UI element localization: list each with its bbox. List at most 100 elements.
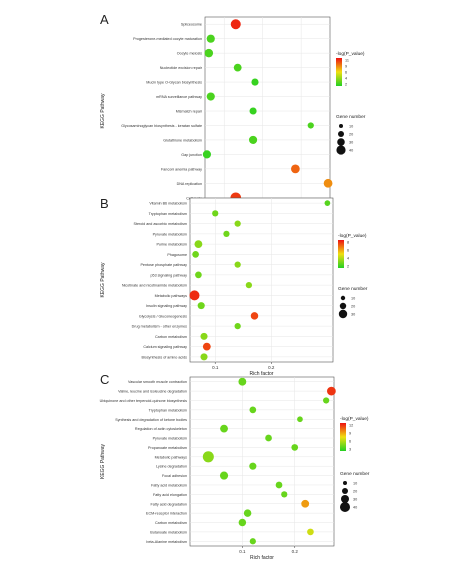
color-bar-tick-label: 6 — [347, 249, 349, 253]
data-point — [234, 261, 241, 268]
data-point — [234, 323, 241, 330]
data-point — [250, 312, 259, 320]
data-point — [249, 538, 256, 545]
color-bar-tick-label: 2 — [345, 83, 347, 87]
size-legend-label: 40 — [349, 149, 353, 153]
color-bar-tick-label: 9 — [345, 65, 347, 69]
data-point — [202, 451, 214, 463]
pathway-label: p53 signaling pathway — [151, 273, 188, 277]
data-point — [234, 220, 241, 227]
data-point — [223, 230, 230, 237]
size-legend-label: 30 — [351, 313, 355, 317]
pathway-label: Steroid and ascorbic metabolism — [134, 222, 188, 226]
color-bar-tick-label: 12 — [349, 424, 353, 428]
pathway-label: Pentose phosphate pathway — [140, 263, 187, 267]
panel-b: B 0.1 0.2 Vitamin B6 metabolism Tryptophan m… — [100, 196, 368, 377]
size-legend-label: 10 — [353, 482, 357, 486]
panel-a: A0.40.60.8SpliceosomeProgesterone-mediat… — [100, 12, 366, 220]
data-point — [212, 210, 219, 217]
panel-letter: A — [100, 12, 109, 27]
data-point — [323, 178, 333, 188]
panel-letter: B — [100, 196, 109, 211]
data-point — [194, 240, 203, 249]
pathway-label: Biosynthesis of amino acids — [141, 355, 187, 359]
pathway-label: Nicotinate and nicotinamide metabolism — [122, 284, 187, 288]
color-bar-tick-label: 11 — [345, 59, 349, 63]
data-point — [197, 302, 205, 310]
data-point — [301, 499, 310, 508]
x-axis-label: Rich factor — [250, 371, 274, 377]
pathway-label: mRNA surveillance pathway — [156, 95, 202, 99]
color-bar-tick-label: 4 — [345, 77, 347, 81]
pathway-label: Focal adhesion — [162, 474, 187, 478]
pathway-label: Spliceosome — [181, 23, 202, 27]
size-legend-label: 40 — [353, 506, 357, 510]
size-legend-title: Gene number — [340, 471, 370, 477]
size-legend-dot — [339, 124, 343, 128]
color-legend-title: -log(P_value) — [336, 51, 365, 57]
data-point — [251, 78, 259, 86]
size-legend-dot — [338, 309, 348, 319]
size-legend-dot — [340, 502, 350, 512]
pathway-label: Pyruvate metabolism — [153, 232, 187, 236]
size-legend-dot — [341, 495, 349, 503]
size-legend-dot — [343, 481, 347, 485]
x-axis-label: Rich factor — [250, 555, 274, 561]
data-point — [291, 444, 299, 451]
x-tick-label: 0.1 — [239, 549, 246, 554]
data-point — [275, 481, 283, 489]
data-point — [307, 122, 314, 129]
data-point — [238, 377, 247, 386]
data-point — [307, 528, 314, 536]
color-bar-tick-label: 8 — [347, 241, 349, 245]
data-point — [243, 509, 252, 517]
pathway-label: Fatty acid metabolism — [151, 483, 187, 487]
color-bar-tick-label: 4 — [347, 257, 349, 261]
size-legend-dot — [340, 295, 346, 301]
data-point — [206, 34, 215, 43]
data-point — [200, 332, 208, 340]
data-point — [189, 290, 200, 301]
pathway-label: Carbon metabolism — [155, 335, 187, 339]
data-point — [219, 471, 229, 480]
pathway-label: DNA replication — [177, 182, 202, 186]
x-tick-label: 0.2 — [292, 549, 299, 554]
pathway-label: Oocyte meiosis — [177, 52, 202, 56]
pathway-label: Drug metabolism - other enzymes — [132, 325, 187, 329]
pathway-label: Regulation of actin cytoskeleton — [135, 427, 187, 431]
plot-frame — [189, 376, 335, 547]
pathway-label: Vitamin B6 metabolism — [149, 202, 187, 206]
y-axis-label: KEGG Pathway — [100, 443, 106, 479]
size-legend-title: Gene number — [338, 286, 368, 292]
x-tick-label: 0.1 — [212, 365, 219, 370]
data-point — [230, 19, 241, 30]
pathway-label: Butanoate metabolism — [150, 530, 187, 534]
pathway-label: Pyruvate metabolism — [153, 437, 187, 441]
color-bar-tick-label: 2 — [347, 265, 349, 269]
size-legend-label: 20 — [351, 305, 355, 309]
data-point — [324, 200, 331, 206]
pathway-label: Phagosome — [167, 253, 187, 257]
pathway-label: Metabolic pathways — [155, 455, 188, 459]
data-point — [249, 406, 257, 414]
y-axis-label: KEGG Pathway — [100, 262, 106, 298]
pathway-label: Synthesis and degradation of ketone bodi… — [115, 418, 187, 422]
color-bar-tick-label: 3 — [349, 448, 351, 452]
pathway-label: Insulin signaling pathway — [146, 304, 187, 308]
data-point — [327, 386, 336, 396]
pathway-label: Mismatch repair — [176, 110, 203, 114]
pathway-label: Fanconi anemia pathway — [161, 167, 202, 171]
data-point — [192, 251, 199, 258]
data-point — [249, 462, 257, 470]
size-legend-label: 30 — [353, 498, 357, 502]
size-legend-label: 30 — [349, 141, 353, 145]
size-legend-label: 10 — [351, 297, 355, 301]
plot-frame — [189, 197, 334, 363]
y-axis-label: KEGG Pathway — [100, 93, 106, 129]
data-point — [206, 92, 215, 101]
size-legend-dot — [336, 145, 346, 155]
data-point — [204, 48, 214, 58]
size-legend-dot — [338, 131, 344, 137]
data-point — [195, 271, 202, 279]
